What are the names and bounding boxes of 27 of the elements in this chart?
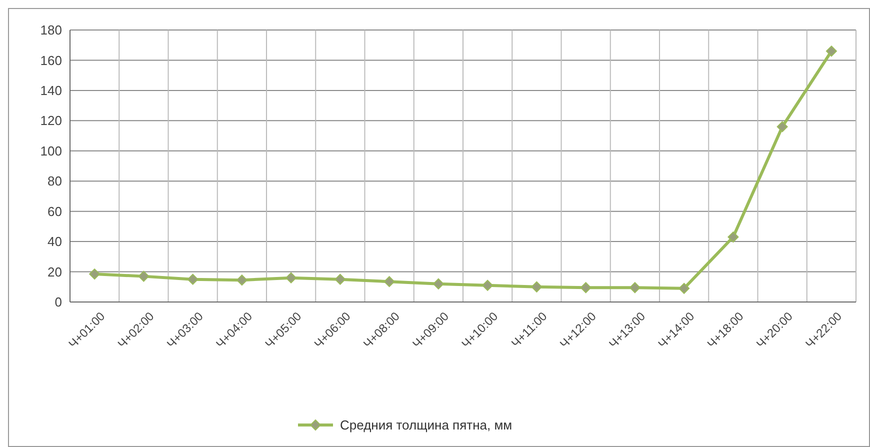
legend-label: Средния толщина пятна, мм bbox=[340, 418, 512, 433]
point bbox=[482, 280, 494, 291]
y-tick-label: 120 bbox=[40, 113, 62, 128]
point bbox=[138, 270, 150, 282]
y-tick-label: 20 bbox=[48, 264, 62, 280]
point bbox=[580, 282, 592, 294]
point bbox=[629, 282, 640, 294]
y-tick-label: 0 bbox=[54, 294, 62, 310]
point bbox=[334, 274, 346, 285]
y-tick-label: 80 bbox=[48, 174, 62, 189]
point bbox=[384, 276, 395, 288]
y-tick-label: 180 bbox=[40, 22, 62, 38]
y-tick-label: 140 bbox=[40, 82, 62, 98]
point bbox=[187, 274, 198, 285]
point bbox=[776, 121, 788, 132]
point bbox=[728, 232, 739, 243]
point bbox=[531, 281, 542, 292]
point bbox=[678, 282, 690, 294]
y-tick-label: 40 bbox=[48, 234, 62, 250]
point bbox=[236, 274, 248, 286]
point bbox=[432, 278, 444, 290]
y-tick-label: 60 bbox=[48, 204, 62, 219]
point bbox=[286, 272, 297, 284]
y-tick-label: 160 bbox=[40, 52, 62, 68]
y-tick-label: 100 bbox=[40, 143, 62, 158]
point bbox=[826, 46, 837, 57]
point bbox=[89, 268, 100, 280]
